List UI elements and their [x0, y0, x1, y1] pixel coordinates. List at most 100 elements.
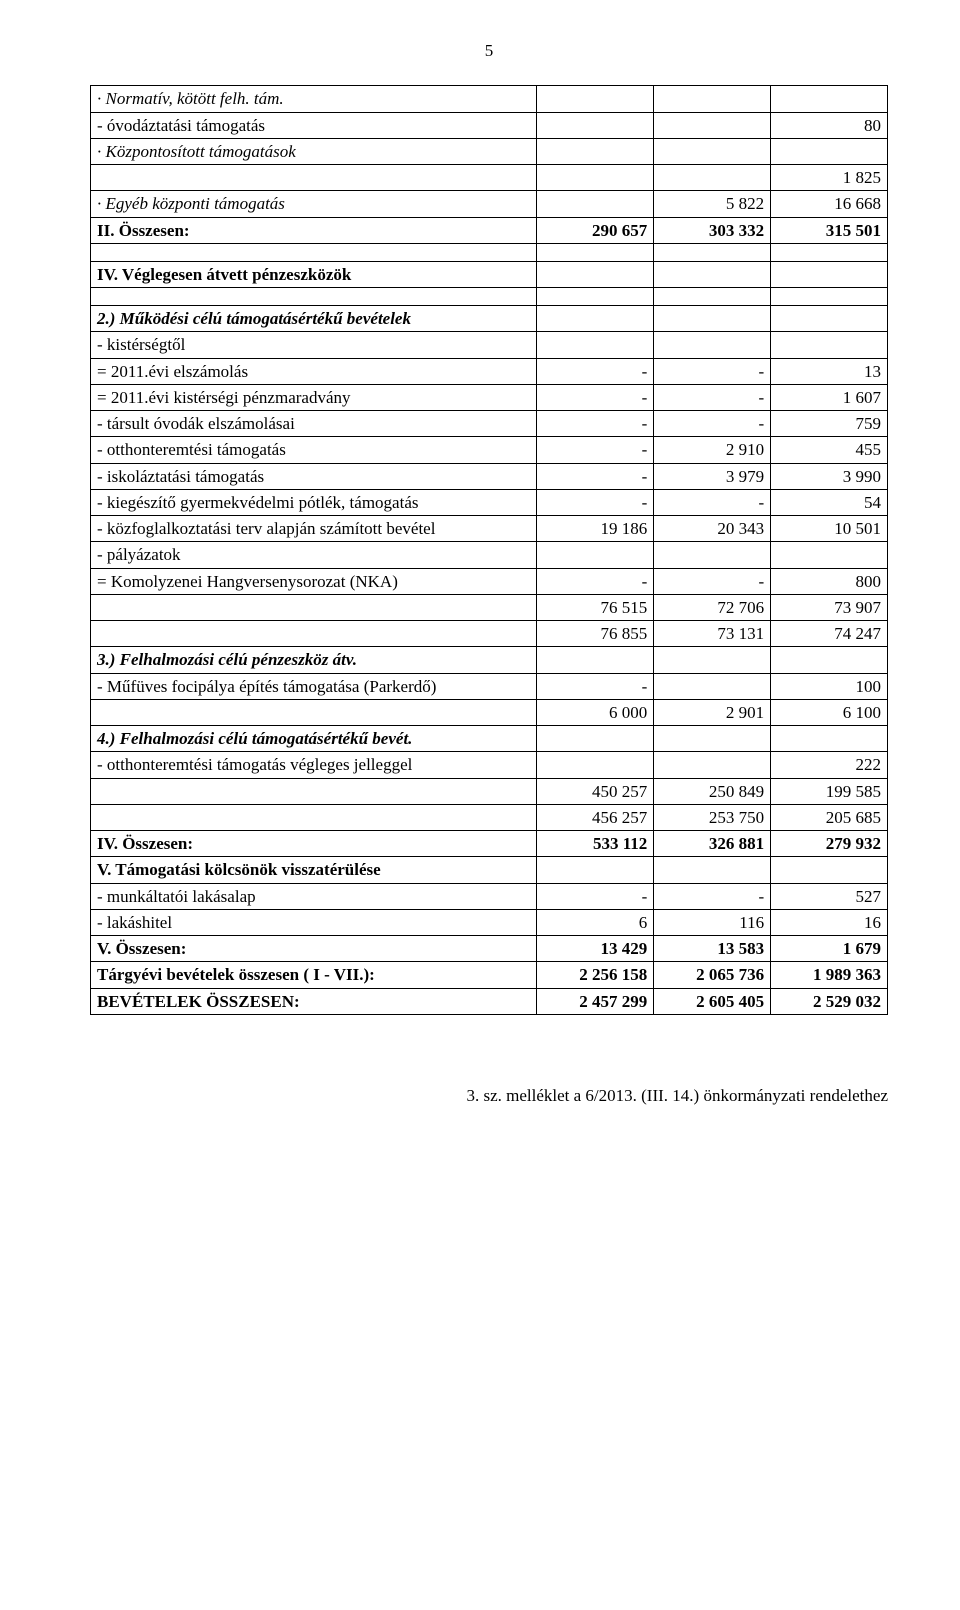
value-cell: -: [537, 411, 654, 437]
value-cell: 16 668: [771, 191, 888, 217]
value-cell: 450 257: [537, 778, 654, 804]
value-cell: -: [537, 489, 654, 515]
value-cell: 250 849: [654, 778, 771, 804]
row-label: [91, 804, 537, 830]
value-cell: [537, 752, 654, 778]
table-row: - pályázatok: [91, 542, 888, 568]
value-cell: 13: [771, 358, 888, 384]
table-row: · Egyéb központi támogatás 5 82216 668: [91, 191, 888, 217]
table-row: 4.) Felhalmozási célú támogatásértékű be…: [91, 726, 888, 752]
value-cell: 73 131: [654, 621, 771, 647]
value-cell: 290 657: [537, 217, 654, 243]
value-cell: [537, 542, 654, 568]
value-cell: 533 112: [537, 831, 654, 857]
value-cell: [654, 542, 771, 568]
value-cell: [654, 647, 771, 673]
value-cell: 5 822: [654, 191, 771, 217]
row-label: - kiegészítő gyermekvédelmi pótlék, támo…: [91, 489, 537, 515]
value-cell: 1 989 363: [771, 962, 888, 988]
table-row: · Normatív, kötött felh. tám.: [91, 86, 888, 112]
row-label: - otthonteremtési támogatás végleges jel…: [91, 752, 537, 778]
value-cell: [537, 647, 654, 673]
value-cell: [537, 165, 654, 191]
row-label: - lakáshitel: [91, 909, 537, 935]
value-cell: 100: [771, 673, 888, 699]
value-cell: [654, 673, 771, 699]
table-row: [91, 243, 888, 261]
table-row: 456 257253 750205 685: [91, 804, 888, 830]
row-label: - munkáltatói lakásalap: [91, 883, 537, 909]
value-cell: -: [537, 358, 654, 384]
value-cell: [537, 112, 654, 138]
value-cell: 800: [771, 568, 888, 594]
value-cell: [771, 542, 888, 568]
table-row: 2.) Működési célú támogatásértékű bevéte…: [91, 306, 888, 332]
table-row: BEVÉTELEK ÖSSZESEN:2 457 2992 605 4052 5…: [91, 988, 888, 1014]
value-cell: [537, 726, 654, 752]
value-cell: [771, 332, 888, 358]
row-label: - Műfüves focipálya építés támogatása (P…: [91, 673, 537, 699]
row-label: IV. Összesen:: [91, 831, 537, 857]
value-cell: -: [654, 411, 771, 437]
value-cell: [771, 306, 888, 332]
value-cell: 222: [771, 752, 888, 778]
value-cell: [771, 857, 888, 883]
table-row: - kiegészítő gyermekvédelmi pótlék, támo…: [91, 489, 888, 515]
value-cell: [537, 306, 654, 332]
row-label: [91, 594, 537, 620]
table-row: - lakáshitel611616: [91, 909, 888, 935]
value-cell: [654, 726, 771, 752]
value-cell: [537, 138, 654, 164]
table-row: 6 0002 9016 100: [91, 699, 888, 725]
value-cell: 2 605 405: [654, 988, 771, 1014]
row-label: - társult óvodák elszámolásai: [91, 411, 537, 437]
value-cell: -: [537, 673, 654, 699]
value-cell: 2 256 158: [537, 962, 654, 988]
table-row: [91, 288, 888, 306]
financial-table: · Normatív, kötött felh. tám. - óvodázta…: [90, 85, 888, 1015]
value-cell: [771, 138, 888, 164]
row-label: V. Összesen:: [91, 936, 537, 962]
table-row: 76 85573 13174 247: [91, 621, 888, 647]
value-cell: [654, 138, 771, 164]
value-cell: 1 825: [771, 165, 888, 191]
value-cell: -: [654, 883, 771, 909]
table-cell: [654, 243, 771, 261]
value-cell: 54: [771, 489, 888, 515]
value-cell: [771, 726, 888, 752]
table-cell: [771, 288, 888, 306]
page-number: 5: [90, 40, 888, 61]
value-cell: 1 679: [771, 936, 888, 962]
value-cell: 6 000: [537, 699, 654, 725]
value-cell: [654, 332, 771, 358]
value-cell: 20 343: [654, 516, 771, 542]
value-cell: -: [537, 384, 654, 410]
value-cell: [537, 857, 654, 883]
row-label: Tárgyévi bevételek összesen ( I - VII.):: [91, 962, 537, 988]
footnote: 3. sz. melléklet a 6/2013. (III. 14.) ön…: [90, 1085, 888, 1106]
value-cell: -: [654, 568, 771, 594]
row-label: [91, 778, 537, 804]
table-row: = Komolyzenei Hangversenysorozat (NKA)--…: [91, 568, 888, 594]
row-label: II. Összesen:: [91, 217, 537, 243]
value-cell: 3 979: [654, 463, 771, 489]
value-cell: 19 186: [537, 516, 654, 542]
value-cell: -: [537, 437, 654, 463]
value-cell: 199 585: [771, 778, 888, 804]
value-cell: [654, 752, 771, 778]
value-cell: [771, 647, 888, 673]
row-label: 3.) Felhalmozási célú pénzeszköz átv.: [91, 647, 537, 673]
row-label: - pályázatok: [91, 542, 537, 568]
value-cell: 456 257: [537, 804, 654, 830]
value-cell: [654, 306, 771, 332]
value-cell: [654, 165, 771, 191]
table-row: V. Összesen:13 42913 5831 679: [91, 936, 888, 962]
table-row: II. Összesen:290 657303 332315 501: [91, 217, 888, 243]
value-cell: 2 065 736: [654, 962, 771, 988]
value-cell: -: [654, 489, 771, 515]
value-cell: 303 332: [654, 217, 771, 243]
row-label: = 2011.évi kistérségi pénzmaradvány: [91, 384, 537, 410]
value-cell: 205 685: [771, 804, 888, 830]
table-row: - iskoláztatási támogatás-3 9793 990: [91, 463, 888, 489]
row-label: · Egyéb központi támogatás: [91, 191, 537, 217]
